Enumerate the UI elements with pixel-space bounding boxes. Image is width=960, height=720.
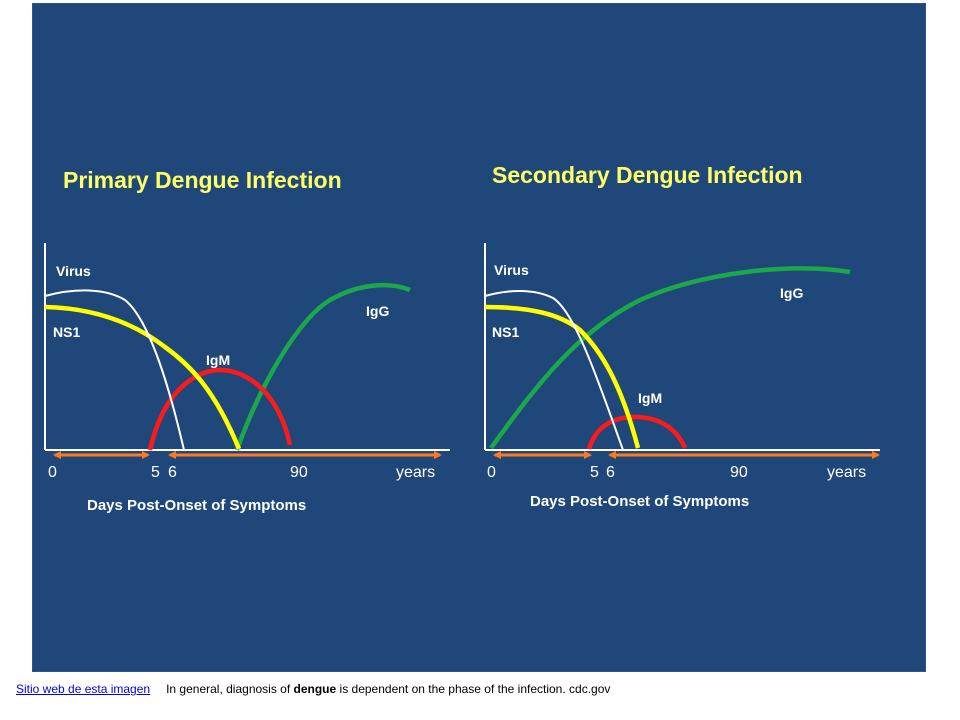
secondary-virus-label: Virus <box>494 262 529 278</box>
primary-ns1-label: NS1 <box>53 324 80 340</box>
primary-tick-years: years <box>396 464 435 481</box>
primary-virus-curve <box>44 289 185 451</box>
caption-text-before: In general, diagnosis of <box>166 682 294 696</box>
primary-title: Primary Dengue Infection <box>63 167 342 193</box>
caption-text-after: is dependent on the phase of the infecti… <box>336 682 611 696</box>
primary-tick-0: 0 <box>48 464 57 481</box>
primary-tick-90: 90 <box>290 464 308 481</box>
slide-background <box>32 3 926 672</box>
secondary-ns1-label: NS1 <box>492 324 519 340</box>
secondary-igm-label: IgM <box>638 390 662 406</box>
primary-tick-5: 5 <box>151 464 160 481</box>
secondary-tick-5: 5 <box>590 464 599 481</box>
primary-tick-6: 6 <box>168 464 177 481</box>
primary-virus-label: Virus <box>56 263 91 279</box>
primary-x-label: Days Post-Onset of Symptoms <box>87 497 306 514</box>
secondary-x-label: Days Post-Onset of Symptoms <box>530 493 749 510</box>
secondary-igm-curve <box>586 414 688 450</box>
secondary-igg-curve <box>489 266 851 450</box>
primary-ns1-curve <box>44 304 242 450</box>
caption: Sitio web de esta imagen In general, diag… <box>16 682 610 696</box>
secondary-igg-label: IgG <box>780 285 803 301</box>
primary-panel: Primary Dengue Infection Virus NS1 IgM I… <box>44 167 450 514</box>
secondary-virus-curve <box>484 289 624 451</box>
secondary-tick-6: 6 <box>606 464 615 481</box>
secondary-title: Secondary Dengue Infection <box>492 162 803 188</box>
primary-igg-curve <box>234 282 411 451</box>
primary-igm-label: IgM <box>206 352 230 368</box>
primary-igg-label: IgG <box>366 303 389 319</box>
source-link[interactable]: Sitio web de esta imagen <box>16 682 151 696</box>
secondary-tick-0: 0 <box>487 464 496 481</box>
primary-igm-curve <box>147 367 293 451</box>
secondary-panel: Secondary Dengue Infection Virus NS1 IgM… <box>484 162 880 510</box>
secondary-ns1-curve <box>484 304 641 449</box>
secondary-tick-90: 90 <box>730 464 748 481</box>
secondary-tick-years: years <box>827 464 866 481</box>
caption-bold: dengue <box>293 682 337 696</box>
